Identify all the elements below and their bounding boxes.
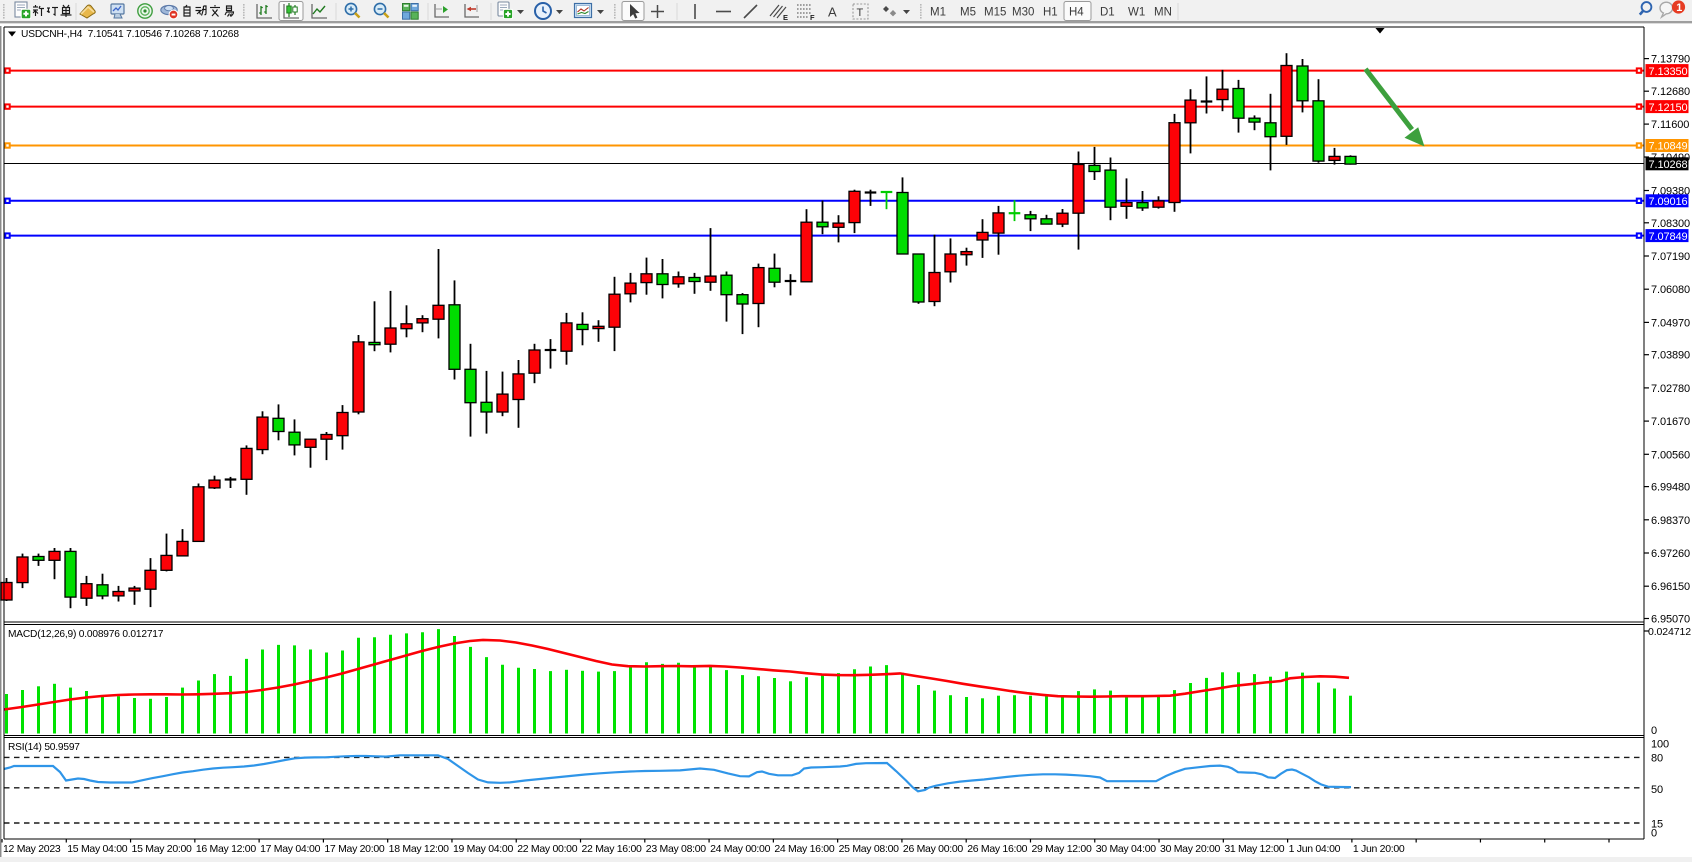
svg-text:7.10849: 7.10849 [1649, 141, 1688, 153]
svg-text:31 May 12:00: 31 May 12:00 [1224, 843, 1284, 855]
svg-text:50: 50 [1651, 784, 1663, 796]
svg-text:1 Jun 20:00: 1 Jun 20:00 [1353, 843, 1405, 855]
svg-text:M5: M5 [960, 7, 976, 19]
svg-text:7.07849: 7.07849 [1649, 231, 1688, 243]
svg-text:1 Jun 04:00: 1 Jun 04:00 [1289, 843, 1341, 855]
svg-text:7.06080: 7.06080 [1651, 284, 1690, 296]
svg-text:D1: D1 [1100, 7, 1115, 19]
svg-text:80: 80 [1651, 752, 1663, 764]
svg-text:30 May 04:00: 30 May 04:00 [1096, 843, 1156, 855]
svg-text:H1: H1 [1043, 7, 1058, 19]
svg-text:A: A [828, 5, 837, 20]
svg-text:7.08300: 7.08300 [1651, 218, 1690, 230]
svg-text:H4: H4 [1069, 7, 1084, 19]
svg-text:26 May 00:00: 26 May 00:00 [903, 843, 963, 855]
svg-text:7.13790: 7.13790 [1651, 54, 1690, 66]
svg-text:6.96150: 6.96150 [1651, 581, 1690, 593]
svg-text:6.95070: 6.95070 [1651, 614, 1690, 626]
svg-text:24 May 00:00: 24 May 00:00 [710, 843, 770, 855]
svg-text:M1: M1 [930, 7, 946, 19]
svg-text:7.12150: 7.12150 [1649, 102, 1688, 114]
svg-text:19 May 04:00: 19 May 04:00 [453, 843, 513, 855]
svg-text:17 May 20:00: 17 May 20:00 [324, 843, 384, 855]
svg-text:29 May 12:00: 29 May 12:00 [1031, 843, 1091, 855]
svg-text:7.09016: 7.09016 [1649, 196, 1688, 208]
svg-text:RSI(14) 50.9597: RSI(14) 50.9597 [8, 742, 80, 753]
svg-text:7.12680: 7.12680 [1651, 86, 1690, 98]
svg-text:7.11600: 7.11600 [1651, 119, 1689, 131]
svg-text:12 May 2023: 12 May 2023 [3, 843, 61, 855]
svg-text:7.10268: 7.10268 [1649, 159, 1688, 171]
svg-text:USDCNH-,H4 7.10541 7.10546 7.: USDCNH-,H4 7.10541 7.10546 7.10268 7.102… [21, 29, 239, 40]
svg-text:0.024712: 0.024712 [1648, 626, 1691, 638]
svg-text:15 May 04:00: 15 May 04:00 [67, 843, 127, 855]
svg-text:24 May 16:00: 24 May 16:00 [774, 843, 834, 855]
svg-text:7.01670: 7.01670 [1651, 416, 1690, 428]
svg-text:7.02780: 7.02780 [1651, 383, 1690, 395]
svg-text:T: T [857, 7, 864, 19]
svg-text:7.04970: 7.04970 [1651, 317, 1690, 329]
svg-text:17 May 04:00: 17 May 04:00 [260, 843, 320, 855]
svg-text:25 May 08:00: 25 May 08:00 [839, 843, 899, 855]
svg-text:22 May 00:00: 22 May 00:00 [517, 843, 577, 855]
svg-text:F: F [810, 13, 815, 22]
svg-text:M30: M30 [1012, 7, 1034, 19]
svg-text:E: E [783, 13, 788, 22]
svg-text:6.99480: 6.99480 [1651, 482, 1690, 494]
svg-text:MN: MN [1154, 7, 1172, 19]
svg-text:0: 0 [1651, 725, 1657, 737]
svg-text:16 May 12:00: 16 May 12:00 [196, 843, 256, 855]
svg-text:100: 100 [1651, 739, 1669, 751]
svg-text:23 May 08:00: 23 May 08:00 [646, 843, 706, 855]
svg-text:30 May 20:00: 30 May 20:00 [1160, 843, 1220, 855]
svg-text:15: 15 [1651, 819, 1663, 831]
svg-text:0: 0 [1651, 828, 1657, 840]
svg-text:MACD(12,26,9) 0.008976 0.01271: MACD(12,26,9) 0.008976 0.012717 [8, 629, 164, 640]
svg-text:W1: W1 [1128, 7, 1145, 19]
svg-text:6.98370: 6.98370 [1651, 515, 1690, 527]
svg-text:18 May 12:00: 18 May 12:00 [389, 843, 449, 855]
svg-text:1: 1 [1676, 2, 1682, 14]
svg-text:15 May 20:00: 15 May 20:00 [132, 843, 192, 855]
svg-text:6.97260: 6.97260 [1651, 548, 1690, 560]
svg-text:7.13350: 7.13350 [1649, 66, 1688, 78]
svg-text:26 May 16:00: 26 May 16:00 [967, 843, 1027, 855]
svg-text:7.07190: 7.07190 [1651, 251, 1690, 263]
svg-text:7.03890: 7.03890 [1651, 350, 1690, 362]
svg-text:M15: M15 [984, 7, 1006, 19]
svg-text:22 May 16:00: 22 May 16:00 [582, 843, 642, 855]
svg-text:7.00560: 7.00560 [1651, 449, 1690, 461]
